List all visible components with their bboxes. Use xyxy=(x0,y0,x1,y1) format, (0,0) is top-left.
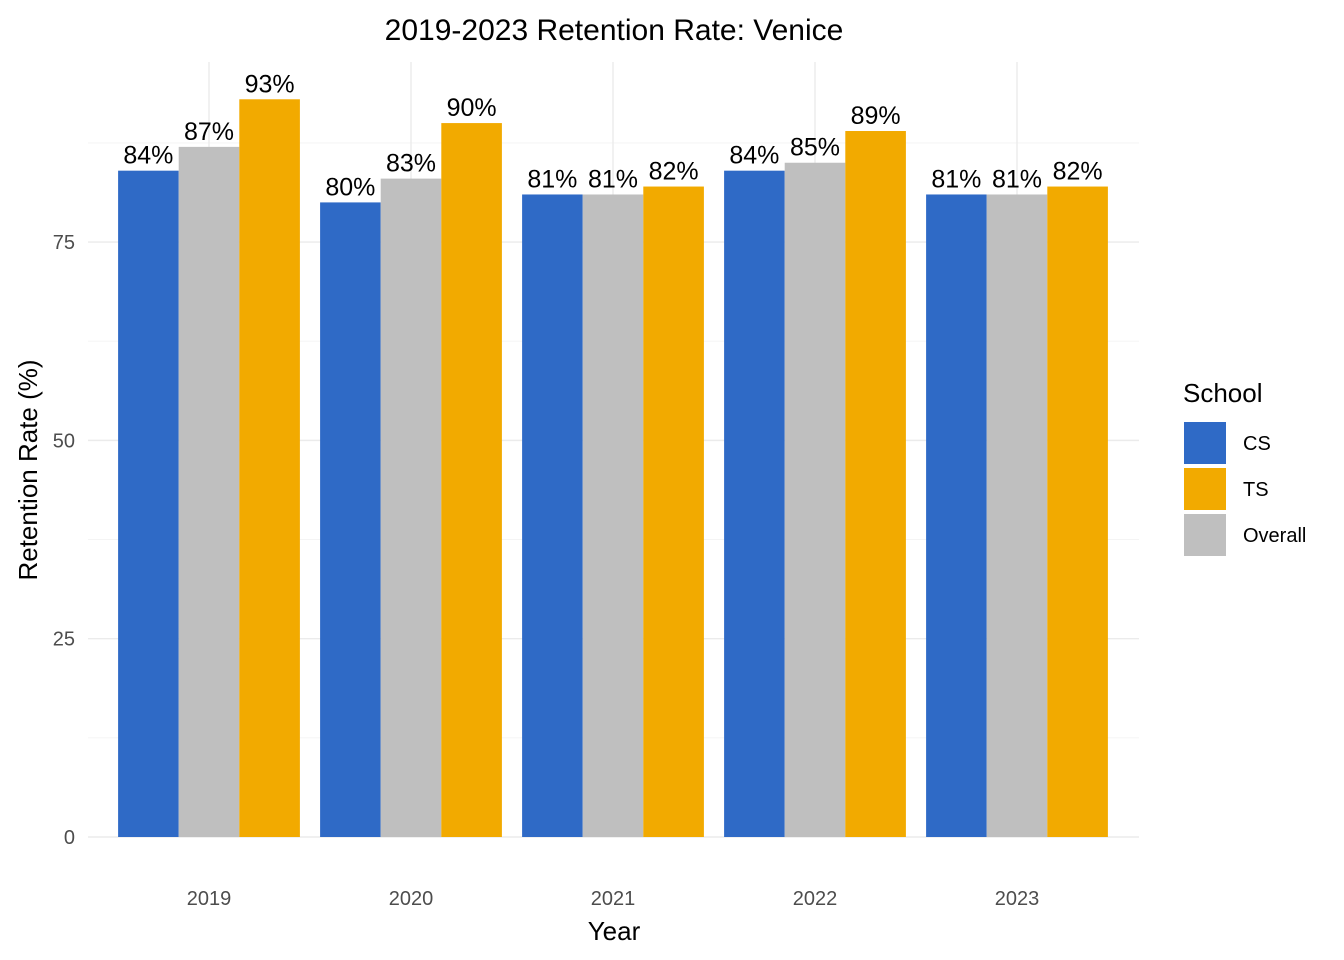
data-label-cs-2022: 84% xyxy=(729,142,779,170)
x-tick-label: 2022 xyxy=(793,888,838,910)
x-tick-label: 2023 xyxy=(995,888,1040,910)
data-label-cs-2019: 84% xyxy=(123,142,173,170)
bar-ts-2021 xyxy=(643,186,704,837)
legend-key-overall xyxy=(1184,514,1226,556)
bar-overall-2022 xyxy=(784,162,846,837)
bar-cs-2020 xyxy=(320,202,381,837)
bar-ts-2023 xyxy=(1047,186,1108,837)
data-labels: 84% 87% 93% 80% 83% 90% 81% 81% 82% 84% 85% 89% 81% 8… xyxy=(123,70,1102,201)
chart-title: 2019-2023 Retention Rate: Venice xyxy=(385,14,844,47)
y-tick-label: 50 xyxy=(53,430,75,452)
data-label-cs-2021: 81% xyxy=(527,165,577,193)
y-tick-label: 25 xyxy=(53,629,75,651)
bar-ts-2022 xyxy=(845,131,906,838)
data-label-overall-2021: 81% xyxy=(588,165,638,193)
bar-cs-2021 xyxy=(522,194,583,837)
bar-overall-2020 xyxy=(380,178,442,838)
legend-key-cs xyxy=(1184,422,1226,464)
x-axis-title: Year xyxy=(588,916,641,946)
bar-overall-2023 xyxy=(986,194,1048,837)
data-label-cs-2020: 80% xyxy=(325,173,375,201)
y-axis-title: Retention Rate (%) xyxy=(13,359,43,580)
bar-overall-2021 xyxy=(582,194,644,837)
x-tick-label: 2019 xyxy=(187,888,232,910)
bar-cs-2019 xyxy=(118,170,179,838)
bars xyxy=(118,99,1108,838)
legend-label-cs: CS xyxy=(1243,433,1271,455)
data-label-overall-2022: 85% xyxy=(790,134,840,162)
data-label-cs-2023: 81% xyxy=(931,165,981,193)
legend-key-ts xyxy=(1184,468,1226,510)
bar-overall-2019 xyxy=(178,146,240,837)
legend-label-overall: Overall xyxy=(1243,525,1306,547)
data-label-ts-2019: 93% xyxy=(245,70,295,98)
legend-title: School xyxy=(1183,378,1263,408)
data-label-overall-2020: 83% xyxy=(386,150,436,178)
y-axis-ticks: 0 25 50 75 xyxy=(53,232,75,849)
legend: School CS TS Overall xyxy=(1183,378,1306,556)
data-label-ts-2020: 90% xyxy=(447,94,497,122)
x-axis-ticks: 2019 2020 2021 2022 2023 xyxy=(187,888,1040,910)
data-label-overall-2023: 81% xyxy=(992,165,1042,193)
bar-ts-2020 xyxy=(441,123,502,837)
y-tick-label: 75 xyxy=(53,232,75,254)
data-label-ts-2021: 82% xyxy=(649,158,699,186)
bar-cs-2022 xyxy=(724,170,785,838)
x-tick-label: 2021 xyxy=(591,888,636,910)
bar-ts-2019 xyxy=(239,99,300,838)
legend-label-ts: TS xyxy=(1243,479,1269,501)
bar-cs-2023 xyxy=(926,194,987,837)
y-tick-label: 0 xyxy=(64,827,75,849)
x-tick-label: 2020 xyxy=(389,888,434,910)
data-label-ts-2023: 82% xyxy=(1053,158,1103,186)
data-label-ts-2022: 89% xyxy=(851,102,901,130)
data-label-overall-2019: 87% xyxy=(184,118,234,146)
